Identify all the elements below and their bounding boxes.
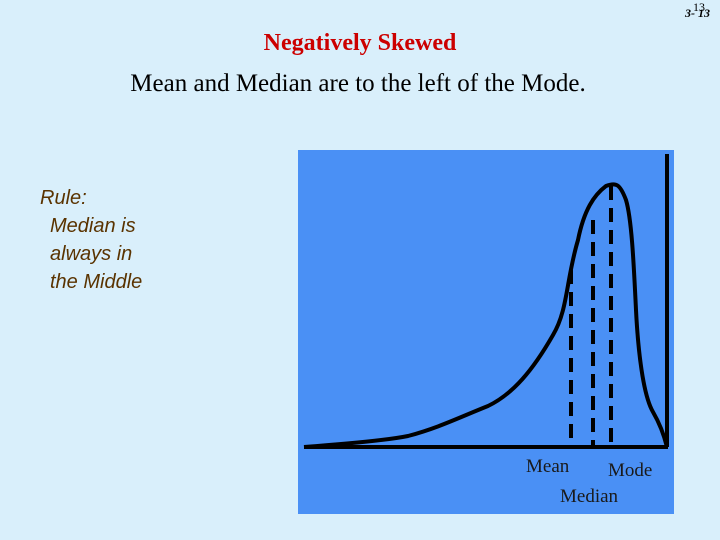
rule-line-2: always in — [50, 243, 133, 265]
rule-line-1: Median is — [50, 215, 136, 237]
slide-number-front: 3- 13 — [685, 6, 710, 20]
median-label: Median — [560, 486, 619, 507]
distribution-diagram: Mean Mode Median — [298, 150, 674, 514]
distribution-curve — [303, 182, 669, 449]
slide-number-back: 13 — [693, 0, 705, 14]
slide-title: Negatively Skewed — [263, 30, 457, 56]
slide-subtitle: Mean and Median are to the left of the M… — [130, 70, 586, 97]
mode-label: Mode — [608, 460, 653, 481]
slide-number: 13 3- 13 — [685, 0, 710, 21]
rule-heading: Rule: — [40, 187, 87, 209]
rule-text: Rule: Median is always in the Middle — [40, 184, 200, 296]
mean-label: Mean — [526, 456, 570, 477]
skewed-curve-graphic — [303, 154, 669, 449]
rule-line-3: the Middle — [50, 271, 143, 293]
